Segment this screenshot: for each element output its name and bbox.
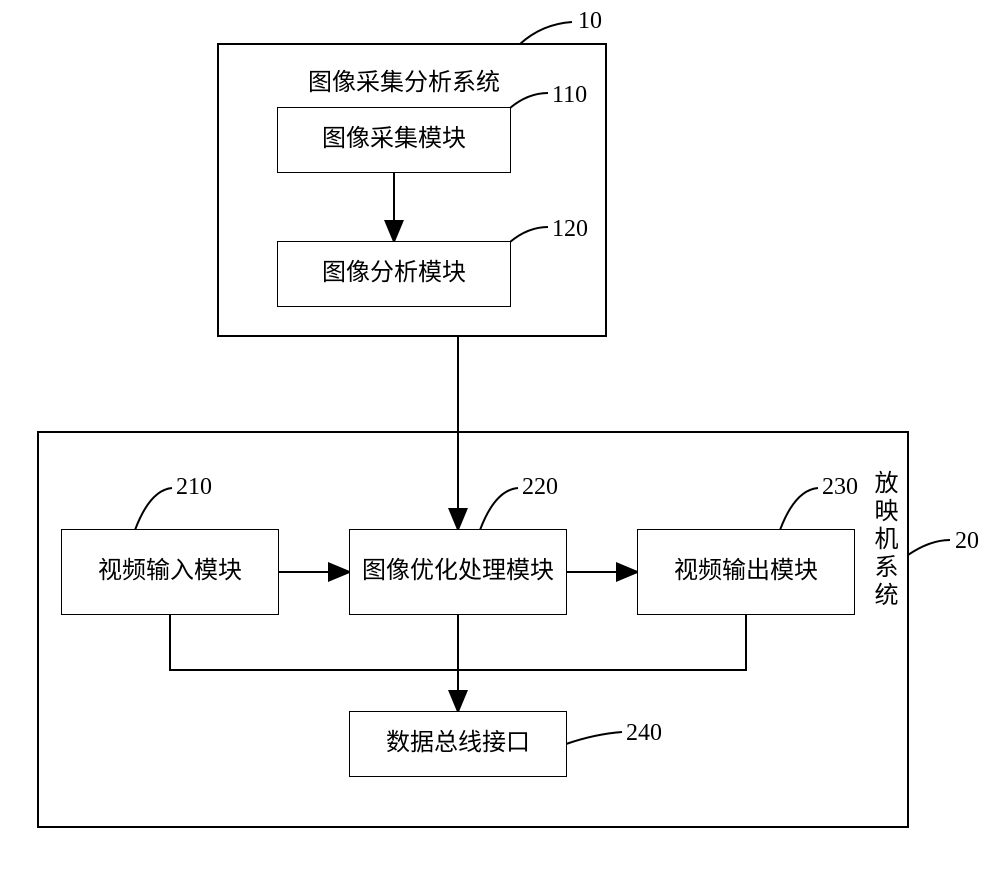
callout-210 (135, 488, 172, 530)
module-230-label: 视频输出模块 (674, 555, 818, 589)
module-120-id: 120 (552, 216, 588, 243)
callout-10 (520, 22, 572, 44)
module-120: 图像分析模块 (278, 242, 510, 306)
system-10-id: 10 (578, 8, 602, 35)
module-220-id: 220 (522, 474, 558, 501)
callout-110 (510, 93, 548, 108)
system-20-title: 放映机系统 (866, 470, 901, 610)
module-210-id: 210 (176, 474, 212, 501)
callout-220 (480, 488, 518, 530)
callout-20 (908, 540, 950, 555)
module-230-id: 230 (822, 474, 858, 501)
system-20-id: 20 (955, 528, 979, 555)
module-110-id: 110 (552, 82, 587, 109)
module-240-label: 数据总线接口 (386, 727, 530, 761)
module-240-id: 240 (626, 720, 662, 747)
diagram-container: 图像采集分析系统 10 图像采集模块 110 图像分析模块 120 放映机系统 … (0, 0, 1000, 871)
module-110: 图像采集模块 (278, 108, 510, 172)
module-220: 图像优化处理模块 (350, 530, 566, 614)
module-240: 数据总线接口 (350, 712, 566, 776)
system-10-title: 图像采集分析系统 (308, 62, 500, 97)
callout-240 (566, 732, 622, 744)
module-120-label: 图像分析模块 (322, 257, 466, 291)
module-230: 视频输出模块 (638, 530, 854, 614)
callout-230 (780, 488, 818, 530)
module-210: 视频输入模块 (62, 530, 278, 614)
module-210-label: 视频输入模块 (98, 555, 242, 589)
module-110-label: 图像采集模块 (322, 123, 466, 157)
module-220-label: 图像优化处理模块 (352, 555, 564, 589)
connector-210-230-bottom (170, 614, 746, 670)
callout-120 (510, 227, 548, 242)
